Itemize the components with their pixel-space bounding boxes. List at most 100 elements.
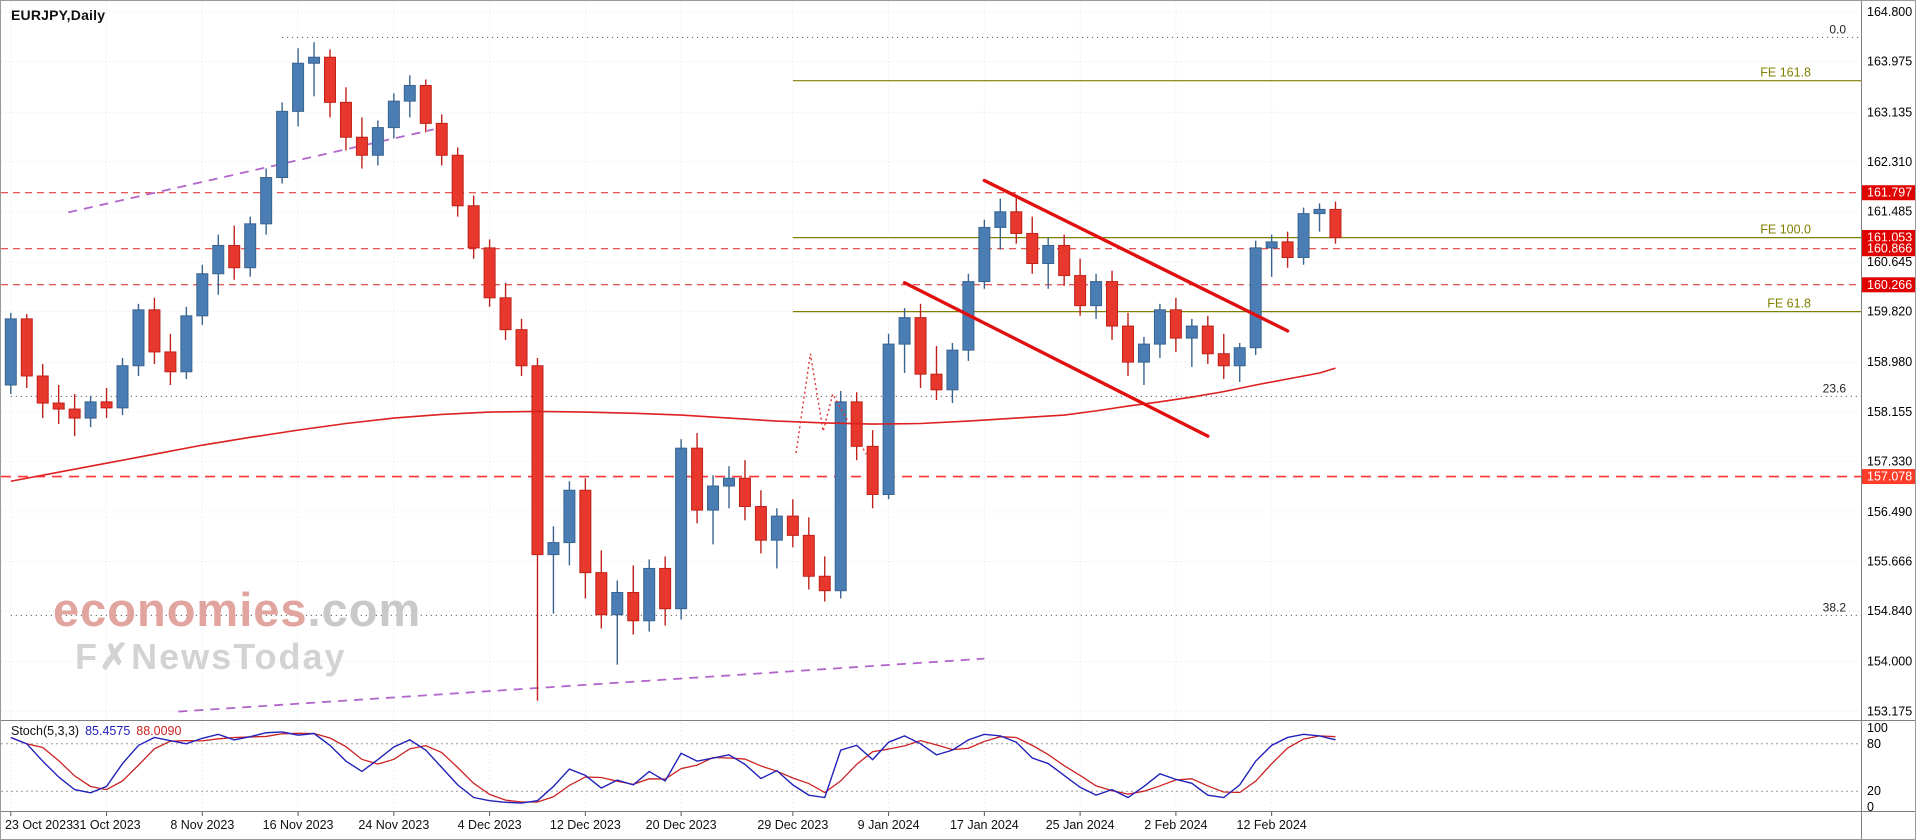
main-chart-area[interactable] <box>1 1 1861 720</box>
price-axis-label: 159.820 <box>1867 305 1912 319</box>
candle-body <box>483 247 496 299</box>
candle-body <box>1185 325 1198 339</box>
price-axis-label: 154.000 <box>1867 655 1912 669</box>
price-tag <box>1862 277 1915 293</box>
price-axis-label: 155.666 <box>1867 554 1912 568</box>
candle-body <box>978 226 991 283</box>
candle-body <box>691 447 704 511</box>
candle-body <box>4 318 17 386</box>
candle-body <box>611 591 624 616</box>
stoch-signal-value: 88.0090 <box>136 724 182 738</box>
stoch-axis-label: 80 <box>1867 737 1881 751</box>
candle-body <box>260 177 273 225</box>
candle-body <box>180 315 193 373</box>
candle-body <box>1265 241 1278 249</box>
candle-body <box>946 349 959 391</box>
date-label: 9 Jan 2024 <box>858 818 920 832</box>
price-axis-label: 158.980 <box>1867 355 1912 369</box>
fib-retracement-label: 0.0 <box>1829 22 1846 36</box>
price-tag <box>1862 469 1915 485</box>
channel-upper-line[interactable] <box>982 178 1290 333</box>
candle-body <box>196 273 209 317</box>
candle-body <box>770 515 783 541</box>
candle-body <box>1010 211 1023 234</box>
price-axis[interactable] <box>1861 1 1916 840</box>
date-label: 17 Jan 2024 <box>950 818 1019 832</box>
candle-body <box>1122 325 1134 363</box>
candle-body <box>579 489 592 574</box>
price-tag <box>1862 241 1915 257</box>
candle-body <box>563 489 576 544</box>
candle-body <box>1058 244 1071 277</box>
candle-body <box>547 542 560 556</box>
date-label: 2 Feb 2024 <box>1144 818 1207 832</box>
price-tag-label: 160.266 <box>1867 278 1912 292</box>
fib-expansion-label: FE 100.0 <box>1760 223 1811 237</box>
date-label: 29 Dec 2023 <box>757 818 828 832</box>
candle-body <box>276 110 289 179</box>
candle-body <box>1281 241 1294 259</box>
candle-body <box>738 477 751 507</box>
candle-body <box>1329 208 1342 239</box>
candle-body <box>898 317 911 345</box>
candle-body <box>1313 208 1326 215</box>
price-axis-label: 154.840 <box>1867 604 1912 618</box>
candle-body <box>627 591 640 622</box>
candle-body <box>754 505 767 541</box>
candle-body <box>1090 281 1103 307</box>
time-axis[interactable] <box>1 812 1861 840</box>
candle-body <box>308 56 321 64</box>
price-tag-label: 161.797 <box>1867 186 1912 200</box>
candle-body <box>403 84 416 102</box>
candle-body <box>164 351 177 373</box>
date-label: 23 Oct 2023 <box>5 818 73 832</box>
date-label: 25 Jan 2024 <box>1046 818 1115 832</box>
candle-body <box>659 567 672 610</box>
candle-body <box>339 101 352 138</box>
candle-body <box>643 567 656 622</box>
price-axis-label: 153.175 <box>1867 704 1912 718</box>
candle-body <box>212 244 225 275</box>
candle-body <box>802 534 815 577</box>
candle-body <box>84 401 97 419</box>
trendline[interactable] <box>178 657 985 713</box>
candle-body <box>882 343 895 495</box>
price-axis-label: 163.135 <box>1867 105 1912 119</box>
candle-body <box>515 329 528 367</box>
candle-body <box>292 62 305 112</box>
candle-body <box>994 211 1007 228</box>
candle-body <box>1217 353 1230 367</box>
stoch-axis-label: 0 <box>1867 800 1874 814</box>
fib-expansion-label: FE 61.8 <box>1767 297 1811 311</box>
candle-body <box>435 122 448 156</box>
fib-retracement-label: 38.2 <box>1823 600 1847 614</box>
candle-body <box>355 136 368 156</box>
candle-body <box>1233 347 1246 367</box>
candle-body <box>228 244 241 269</box>
candle-body <box>371 127 384 156</box>
price-tag-label: 161.053 <box>1867 230 1912 244</box>
price-axis-label: 162.310 <box>1867 155 1912 169</box>
price-axis-label: 161.485 <box>1867 204 1912 218</box>
stochastic-panel-area[interactable] <box>1 723 1861 811</box>
candle-body <box>1249 247 1262 349</box>
date-label: 12 Dec 2023 <box>550 818 621 832</box>
candle-body <box>132 309 145 367</box>
candle-body <box>834 401 847 592</box>
date-label: 8 Nov 2023 <box>170 818 234 832</box>
stoch-main-line <box>10 731 1336 804</box>
price-axis-label: 156.490 <box>1867 505 1912 519</box>
symbol-timeframe-label: EURJPY,Daily <box>11 7 106 23</box>
price-axis-label: 160.645 <box>1867 255 1912 269</box>
channel-lower-line[interactable] <box>902 281 1210 438</box>
zigzag-annotation[interactable] <box>795 353 867 455</box>
price-tag <box>1862 185 1915 201</box>
stoch-axis-label: 20 <box>1867 784 1881 798</box>
moving-average-line <box>10 367 1336 483</box>
candle-body <box>52 402 65 410</box>
candle-body <box>100 401 113 409</box>
candle-body <box>36 375 49 404</box>
candle-body <box>68 408 81 419</box>
candle-body <box>1169 309 1182 339</box>
candle-body <box>595 572 608 616</box>
